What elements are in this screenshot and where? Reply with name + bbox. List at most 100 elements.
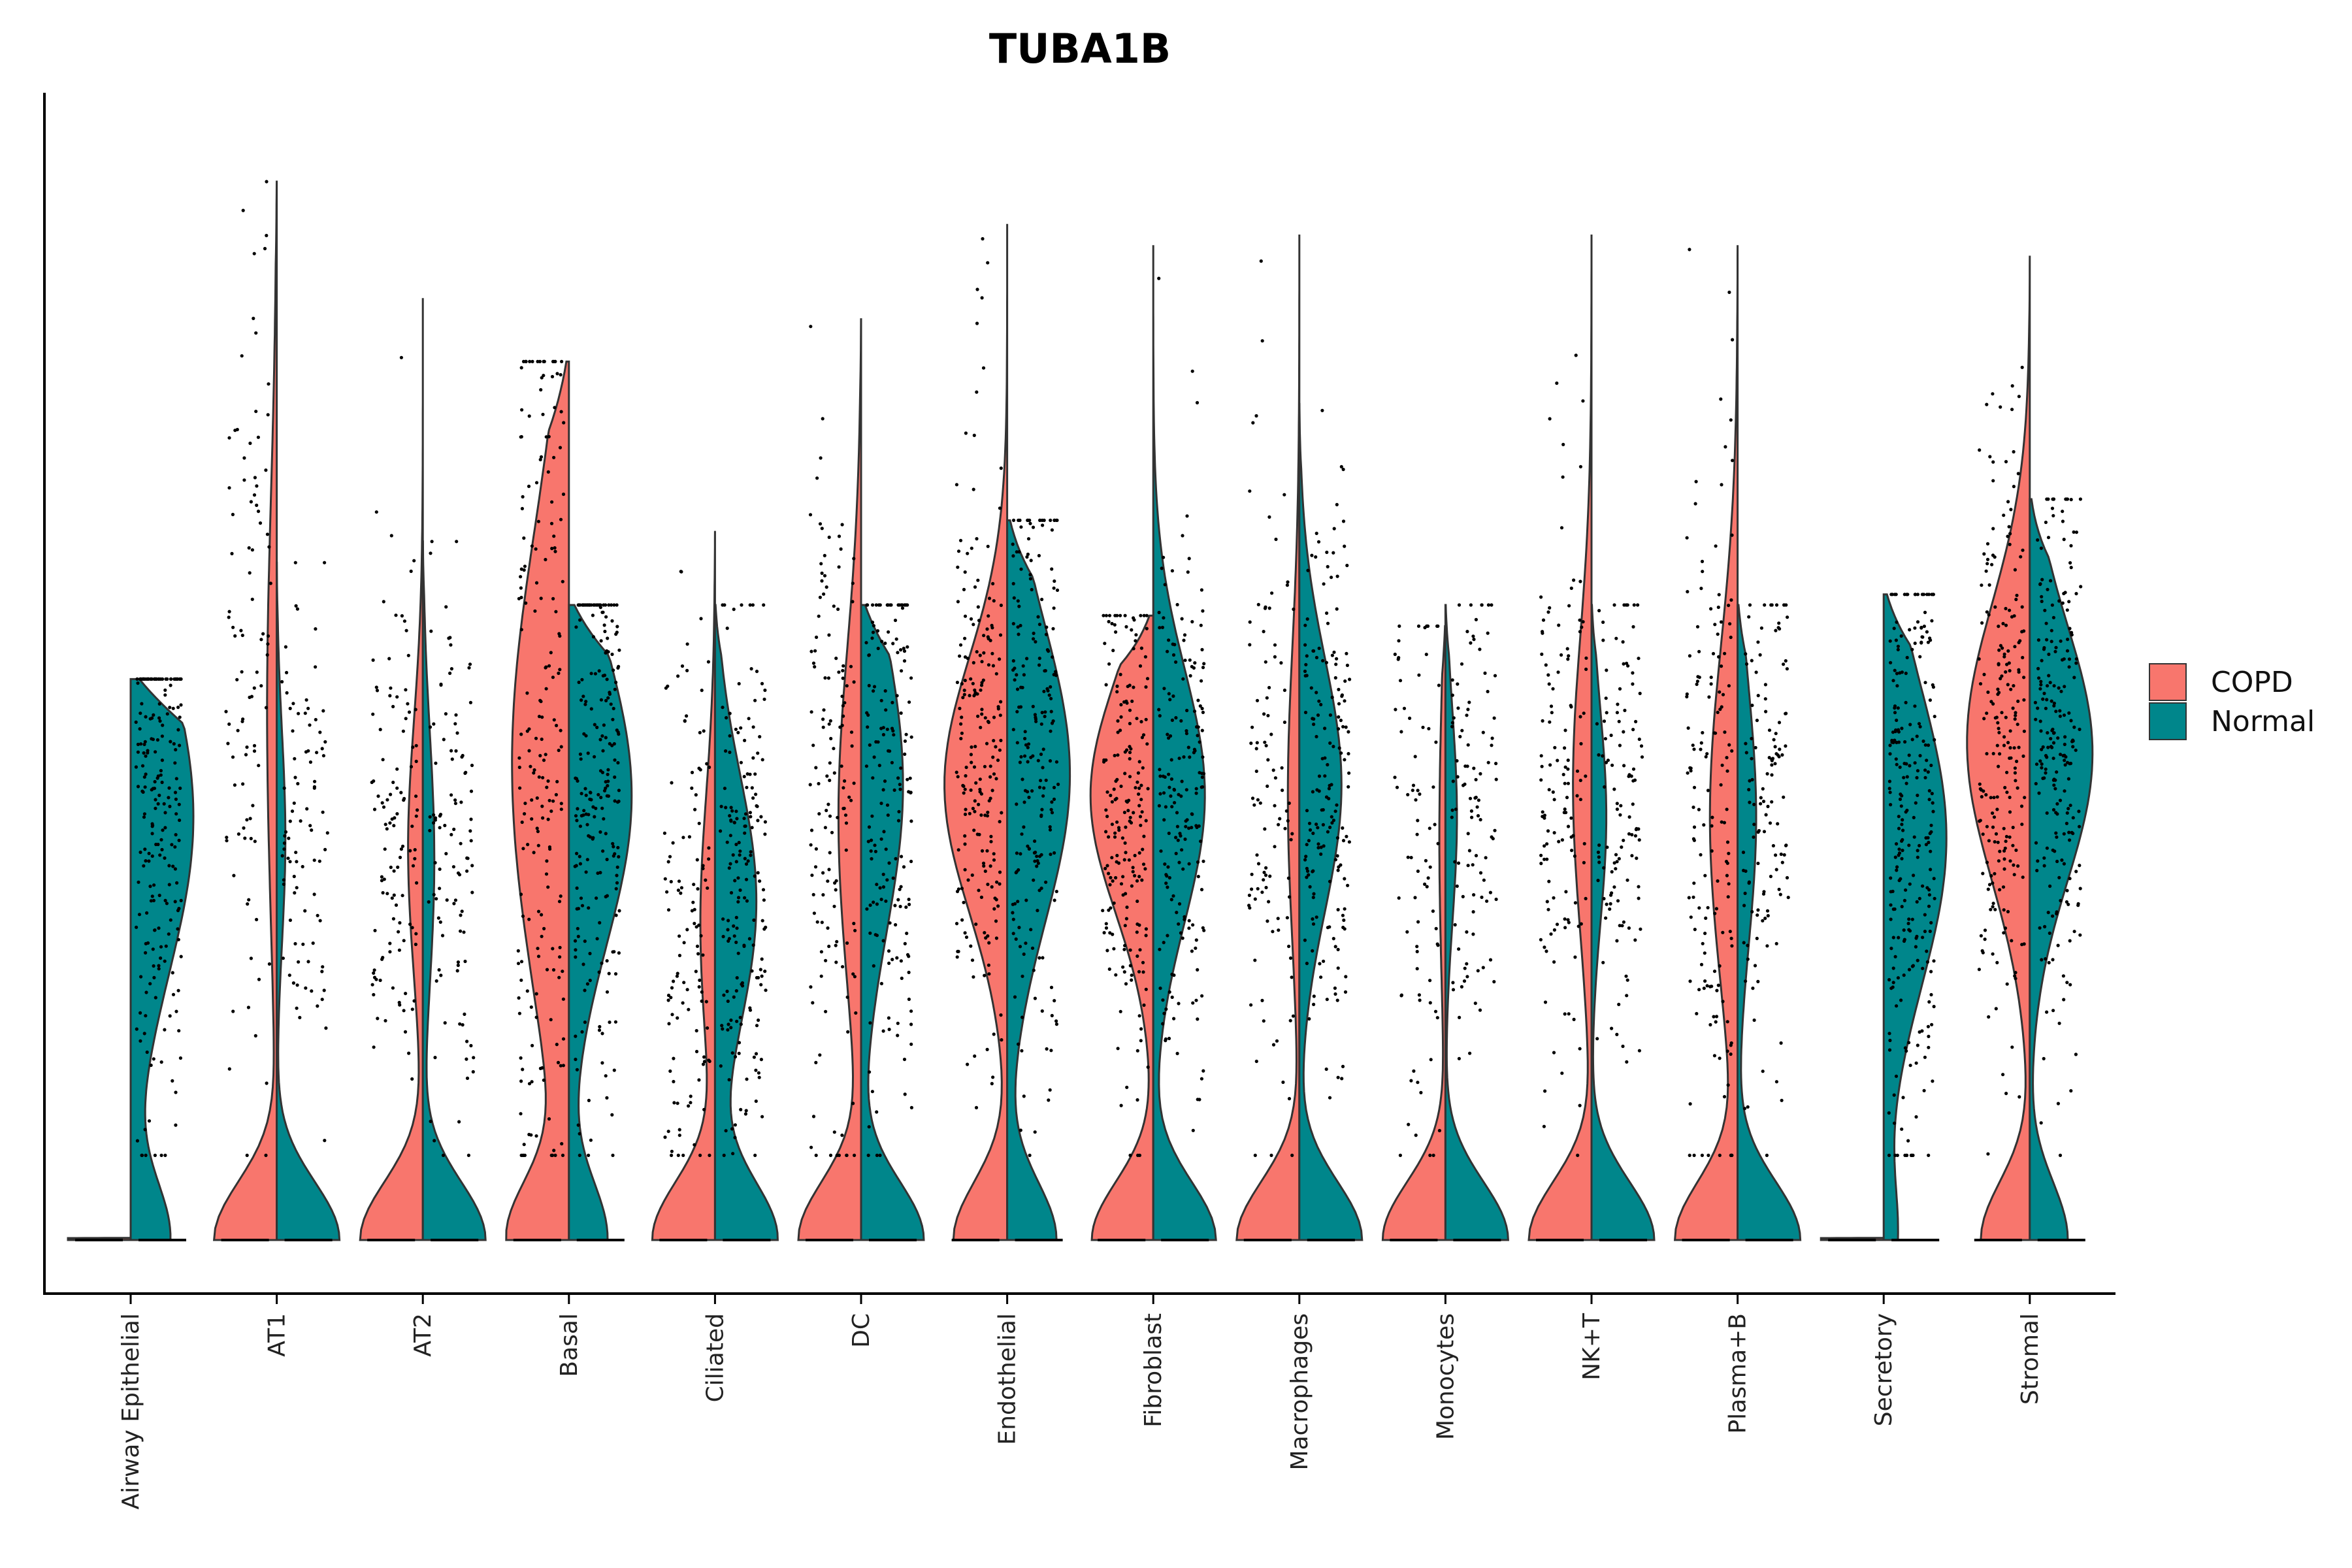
jitter-point <box>986 635 990 639</box>
jitter-point <box>1109 906 1113 910</box>
jitter-point <box>1104 613 1108 617</box>
jitter-point <box>2062 832 2066 836</box>
jitter-point <box>1545 842 1549 846</box>
jitter-point <box>1024 898 1028 902</box>
jitter-point <box>1266 919 1269 923</box>
jitter-point <box>2045 497 2049 501</box>
jitter-point <box>402 1009 406 1013</box>
jitter-point <box>1756 830 1760 834</box>
jitter-point <box>1322 844 1326 848</box>
jitter-point <box>1727 290 1731 294</box>
jitter-point <box>1703 874 1707 877</box>
jitter-point <box>1726 1083 1730 1087</box>
jitter-point <box>2079 585 2083 589</box>
jitter-point <box>903 739 907 743</box>
jitter-point <box>2046 911 2050 915</box>
jitter-point <box>726 999 730 1004</box>
jitter-point <box>1144 685 1148 689</box>
jitter-point <box>547 664 551 668</box>
jitter-point <box>1541 631 1544 635</box>
jitter-point <box>397 930 400 934</box>
jitter-point <box>1555 923 1560 926</box>
jitter-point <box>1612 787 1616 791</box>
jitter-point <box>738 888 742 892</box>
jitter-point <box>1453 923 1457 927</box>
jitter-point <box>1899 998 1903 1002</box>
jitter-point <box>1761 800 1766 804</box>
jitter-point <box>1128 683 1132 687</box>
jitter-point <box>1017 550 1021 554</box>
jitter-point <box>408 923 412 926</box>
jitter-point <box>844 848 848 852</box>
jitter-point <box>544 666 547 670</box>
jitter-point <box>1767 756 1771 760</box>
jitter-point <box>1112 947 1116 951</box>
jitter-point <box>1303 858 1307 862</box>
jitter-point <box>1887 1111 1891 1115</box>
jitter-point <box>1319 845 1323 849</box>
jitter-point <box>2039 683 2043 687</box>
jitter-point <box>1174 660 1178 664</box>
jitter-point <box>1324 661 1328 664</box>
jitter-point <box>428 725 433 729</box>
jitter-point <box>1172 788 1177 792</box>
jitter-point <box>1031 704 1035 708</box>
jitter-point <box>1784 659 1788 663</box>
jitter-point <box>1756 694 1760 698</box>
jitter-point <box>163 856 167 860</box>
jitter-point <box>2060 858 2064 862</box>
jitter-point <box>2074 661 2078 665</box>
jitter-point <box>606 784 610 788</box>
jitter-point <box>841 714 845 718</box>
jitter-point <box>1985 610 1989 614</box>
jitter-point <box>882 830 886 834</box>
jitter-point <box>1889 947 1893 951</box>
jitter-point <box>449 667 454 671</box>
jitter-point <box>2069 544 2073 547</box>
jitter-point <box>757 1071 760 1075</box>
jitter-point <box>389 686 393 690</box>
jitter-point <box>602 817 606 821</box>
jitter-point <box>1784 744 1788 748</box>
jitter-point <box>1343 907 1347 911</box>
jitter-point <box>395 786 399 790</box>
jitter-point <box>1343 699 1347 703</box>
jitter-point <box>1759 626 1763 630</box>
jitter-point <box>438 826 442 830</box>
jitter-point <box>617 799 621 804</box>
jitter-point <box>267 382 270 386</box>
jitter-point <box>893 904 897 907</box>
jitter-point <box>1763 603 1767 607</box>
jitter-point <box>1194 791 1198 795</box>
jitter-point <box>1123 613 1127 617</box>
jitter-point <box>1490 743 1494 747</box>
jitter-point <box>760 681 764 685</box>
jitter-point <box>465 1039 469 1043</box>
jitter-point <box>884 899 888 903</box>
jitter-point <box>555 723 559 728</box>
jitter-point <box>1552 896 1556 900</box>
jitter-point <box>293 757 297 760</box>
jitter-point <box>1770 603 1774 607</box>
jitter-point <box>2047 960 2051 965</box>
jitter-point <box>743 825 747 828</box>
jitter-point <box>2054 710 2058 713</box>
jitter-point <box>1030 587 1034 592</box>
jitter-point <box>819 456 823 460</box>
jitter-point <box>1021 1015 1024 1019</box>
jitter-point <box>1041 766 1045 770</box>
jitter-point <box>2039 679 2043 683</box>
violin-copd-stromal <box>1966 255 2031 1241</box>
jitter-point <box>909 859 913 864</box>
jitter-point <box>1686 771 1690 775</box>
jitter-point <box>248 695 252 699</box>
jitter-point <box>1048 759 1053 763</box>
jitter-point <box>1560 653 1563 657</box>
jitter-point <box>176 728 180 732</box>
jitter-point <box>2072 530 2076 534</box>
jitter-point <box>1146 1065 1150 1069</box>
jitter-point <box>1705 752 1709 756</box>
jitter-point <box>600 770 605 774</box>
jitter-point <box>2042 691 2046 695</box>
jitter-point <box>403 1030 408 1034</box>
